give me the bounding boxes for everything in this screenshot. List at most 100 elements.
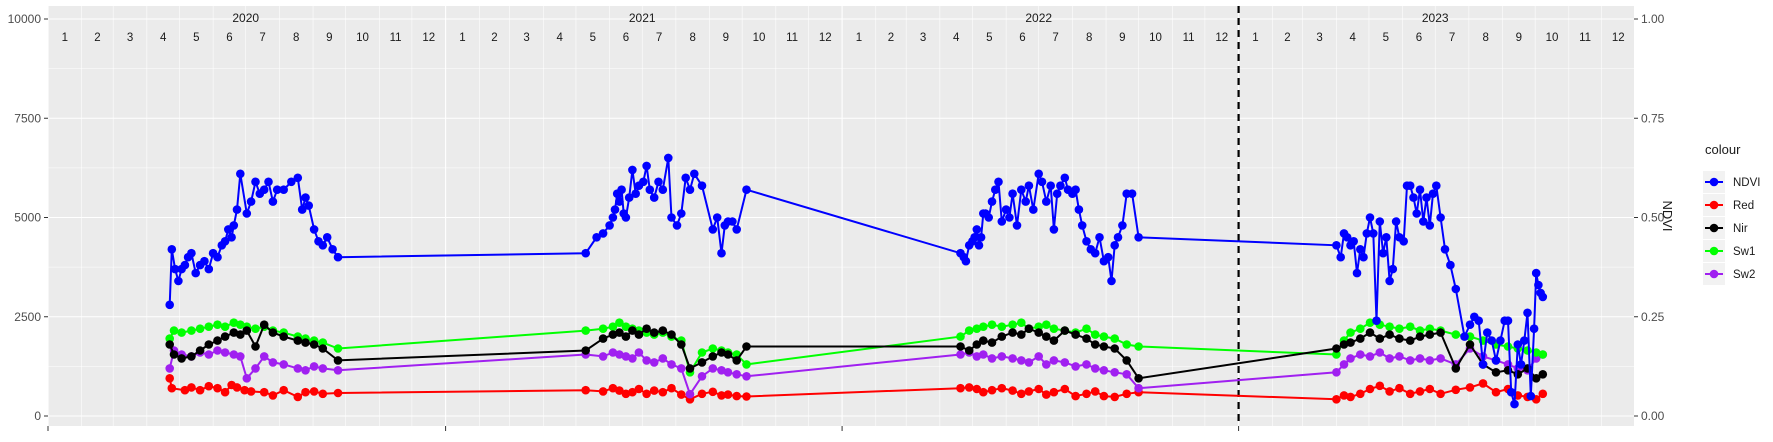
data-point-sw2: [732, 370, 741, 379]
data-point-sw2: [697, 372, 707, 381]
data-point-sw2: [1395, 352, 1404, 361]
data-point-red: [268, 391, 278, 400]
legend-title: colour: [1705, 142, 1741, 157]
data-point-ndvi: [581, 248, 590, 258]
month-labels: 1 2 3 4 5 6 7 8 9 10 11 12 1 2 3 4 5 6 7 8 9 10 11 12 1 2 3 4 5 6 7 8 9 1…: [62, 32, 1625, 44]
data-point-ndvi: [690, 169, 699, 179]
data-point-ndvi: [232, 205, 242, 214]
data-point-ndvi: [974, 241, 984, 250]
data-point-red: [1049, 387, 1059, 397]
data-point-ndvi: [328, 245, 337, 254]
data-point-ndvi: [994, 177, 1003, 187]
year-labels: 2020 2021 2022 2023: [232, 11, 1449, 25]
data-point-red: [1339, 391, 1349, 400]
data-point-sw1: [229, 318, 239, 328]
data-point-ndvi: [1412, 209, 1421, 218]
data-point-nir: [1024, 324, 1034, 334]
data-point-ndvi: [1516, 360, 1526, 369]
data-point-ndvi: [1520, 336, 1529, 345]
data-point-sw2: [251, 364, 260, 373]
data-point-ndvi: [1049, 225, 1059, 234]
data-point-sw2: [667, 360, 676, 369]
data-point-red: [1395, 383, 1404, 393]
data-point-ndvi: [961, 256, 971, 266]
series-sw2: [165, 344, 1548, 399]
data-point-ndvi: [1095, 233, 1104, 242]
data-point-red: [1346, 392, 1355, 402]
right-tick-label: 0.25: [1641, 310, 1665, 324]
data-point-sw1: [1017, 318, 1026, 328]
data-point-sw1: [708, 344, 718, 353]
data-point-ndvi: [204, 264, 214, 274]
data-point-ndvi: [1415, 185, 1425, 194]
data-point-sw2: [1008, 354, 1017, 363]
data-point-red: [972, 384, 982, 394]
data-point-red: [581, 385, 590, 395]
data-point-ndvi: [1071, 185, 1080, 194]
data-point-nir: [649, 328, 659, 337]
month-label: 7: [1449, 32, 1455, 44]
data-point-ndvi: [180, 260, 190, 270]
data-point-sw2: [979, 350, 988, 359]
data-point-ndvi: [1372, 316, 1381, 326]
data-point-red: [697, 389, 707, 399]
data-point-sw2: [1082, 360, 1091, 369]
data-point-sw2: [1375, 348, 1385, 357]
data-point-nir: [318, 344, 328, 353]
month-label: 1: [1252, 32, 1258, 44]
data-point-nir: [1346, 338, 1355, 347]
data-point-sw2: [1415, 354, 1425, 363]
data-point-ndvi: [1531, 268, 1541, 278]
data-point-red: [1122, 389, 1131, 399]
month-label: 11: [1183, 32, 1195, 44]
data-point-nir: [1395, 334, 1404, 343]
data-point-ndvi: [1110, 241, 1119, 250]
data-point-nir: [169, 350, 179, 359]
data-point-sw2: [1425, 356, 1435, 365]
year-label: 2022: [1025, 11, 1052, 25]
data-point-ndvi: [1113, 233, 1123, 242]
left-tick-label: 5000: [14, 211, 41, 225]
series: [165, 153, 1548, 409]
data-point-red: [723, 390, 733, 399]
data-point-sw1: [187, 326, 196, 335]
data-point-red: [667, 383, 676, 393]
data-point-ndvi: [1077, 221, 1087, 230]
data-point-ndvi: [991, 185, 1000, 194]
data-point-nir: [309, 340, 319, 349]
data-point-ndvi: [1001, 205, 1011, 214]
data-point-nir: [1134, 374, 1143, 383]
data-point-sw1: [1346, 328, 1355, 337]
month-label: 12: [1612, 32, 1625, 44]
data-point-nir: [1385, 330, 1394, 339]
month-label: 3: [920, 32, 926, 44]
data-point-sw1: [987, 320, 997, 330]
data-point-sw1: [621, 322, 631, 332]
data-point-ndvi: [658, 185, 668, 194]
data-point-nir: [608, 330, 618, 339]
data-point-ndvi: [1526, 391, 1536, 401]
legend-key-point: [1709, 246, 1719, 256]
data-point-sw2: [708, 364, 718, 373]
data-point-ndvi: [1037, 177, 1047, 187]
data-point-nir: [1425, 330, 1435, 339]
month-label: 9: [723, 32, 729, 44]
legend-key-point: [1709, 223, 1719, 233]
data-point-ndvi: [293, 173, 303, 183]
data-point-sw2: [1436, 354, 1445, 363]
data-point-red: [608, 383, 618, 393]
data-point-ndvi: [1425, 221, 1435, 230]
data-point-red: [165, 374, 174, 383]
data-point-nir: [1465, 340, 1475, 349]
data-point-ndvi: [1432, 181, 1441, 190]
data-point-ndvi: [1451, 284, 1461, 294]
data-point-sw1: [598, 324, 608, 334]
data-point-ndvi: [1034, 169, 1043, 179]
data-point-ndvi: [1446, 260, 1455, 270]
bottom-axis: [47, 426, 1240, 431]
data-point-red: [1024, 387, 1034, 396]
series-red: [165, 374, 1548, 404]
data-point-ndvi: [227, 233, 236, 242]
right-tick-label: 0.50: [1641, 211, 1665, 225]
data-point-ndvi: [1090, 248, 1100, 258]
